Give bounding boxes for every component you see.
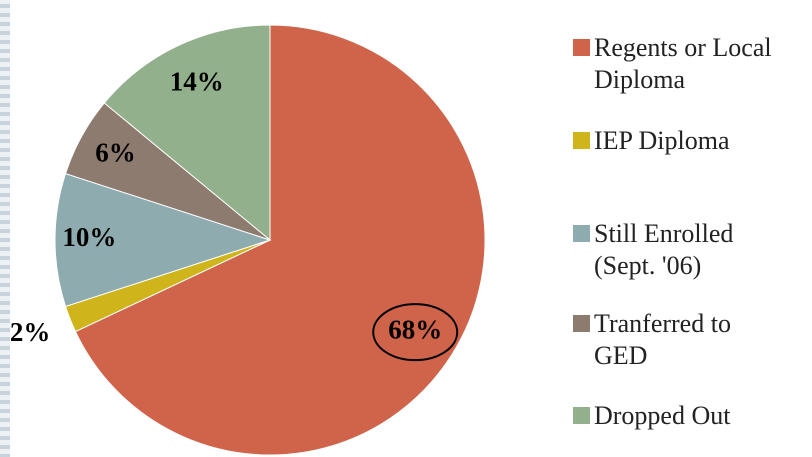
stripe bbox=[0, 391, 10, 395]
stripe bbox=[0, 112, 10, 116]
stripe bbox=[0, 67, 10, 71]
stripe bbox=[0, 238, 10, 242]
legend-swatch bbox=[573, 225, 590, 242]
pie-slice bbox=[54, 172, 272, 308]
stripe bbox=[0, 355, 10, 359]
stripe bbox=[0, 445, 10, 449]
stripe bbox=[0, 94, 10, 98]
legend-swatch bbox=[573, 132, 590, 149]
stripe bbox=[0, 49, 10, 53]
stripe bbox=[0, 139, 10, 143]
legend-label: Tranferred to GED bbox=[594, 309, 731, 370]
data-label: 10% bbox=[62, 222, 116, 252]
stripe bbox=[0, 13, 10, 17]
pie-slice bbox=[74, 24, 486, 456]
stripe bbox=[0, 85, 10, 89]
stripe bbox=[0, 121, 10, 125]
stripe bbox=[0, 193, 10, 197]
legend-label: Regents or Local Diploma bbox=[594, 33, 772, 94]
data-label: 2% bbox=[10, 317, 51, 347]
stripe bbox=[0, 454, 10, 457]
stripe bbox=[0, 157, 10, 161]
stripe bbox=[0, 328, 10, 332]
stripe bbox=[0, 211, 10, 215]
stripe bbox=[0, 301, 10, 305]
stripe bbox=[0, 310, 10, 314]
legend-entry: Tranferred to GED bbox=[573, 308, 812, 372]
stripe bbox=[0, 346, 10, 350]
stripe bbox=[0, 130, 10, 134]
legend-entry: Still Enrolled (Sept. '06) bbox=[573, 218, 812, 282]
stripe bbox=[0, 76, 10, 80]
stripe bbox=[0, 166, 10, 170]
legend-swatch bbox=[573, 315, 590, 332]
stripe bbox=[0, 319, 10, 323]
stripe bbox=[0, 220, 10, 224]
stripe bbox=[0, 283, 10, 287]
data-label: 14% bbox=[170, 67, 224, 97]
stripe bbox=[0, 427, 10, 431]
data-label: 68% bbox=[388, 314, 442, 344]
stripe bbox=[0, 247, 10, 251]
legend-label: Dropped Out bbox=[594, 401, 731, 430]
stripe bbox=[0, 229, 10, 233]
legend-label: Still Enrolled (Sept. '06) bbox=[594, 219, 734, 280]
stripe bbox=[0, 400, 10, 404]
stripe bbox=[0, 58, 10, 62]
edge-stripes bbox=[0, 0, 10, 457]
data-label: 6% bbox=[95, 137, 136, 167]
stripe bbox=[0, 175, 10, 179]
legend-swatch bbox=[573, 39, 590, 56]
legend-entry: IEP Diploma bbox=[573, 125, 812, 157]
label-circle bbox=[372, 303, 459, 362]
stripe bbox=[0, 418, 10, 422]
stripe bbox=[0, 31, 10, 35]
stripe bbox=[0, 373, 10, 377]
stripe bbox=[0, 337, 10, 341]
stripe bbox=[0, 40, 10, 44]
stripe bbox=[0, 265, 10, 269]
legend-label: IEP Diploma bbox=[594, 126, 730, 155]
stripe bbox=[0, 382, 10, 386]
stripe bbox=[0, 184, 10, 188]
stripe bbox=[0, 274, 10, 278]
stripe bbox=[0, 292, 10, 296]
pie-slice bbox=[103, 24, 271, 242]
stripe bbox=[0, 148, 10, 152]
stripe bbox=[0, 202, 10, 206]
stripe bbox=[0, 256, 10, 260]
stripe bbox=[0, 4, 10, 8]
stripe bbox=[0, 409, 10, 413]
stripe bbox=[0, 364, 10, 368]
legend-entry: Regents or Local Diploma bbox=[573, 32, 812, 96]
legend-swatch bbox=[573, 407, 590, 424]
stripe bbox=[0, 103, 10, 107]
stripe bbox=[0, 22, 10, 26]
stripe bbox=[0, 436, 10, 440]
legend-entry: Dropped Out bbox=[573, 400, 812, 432]
